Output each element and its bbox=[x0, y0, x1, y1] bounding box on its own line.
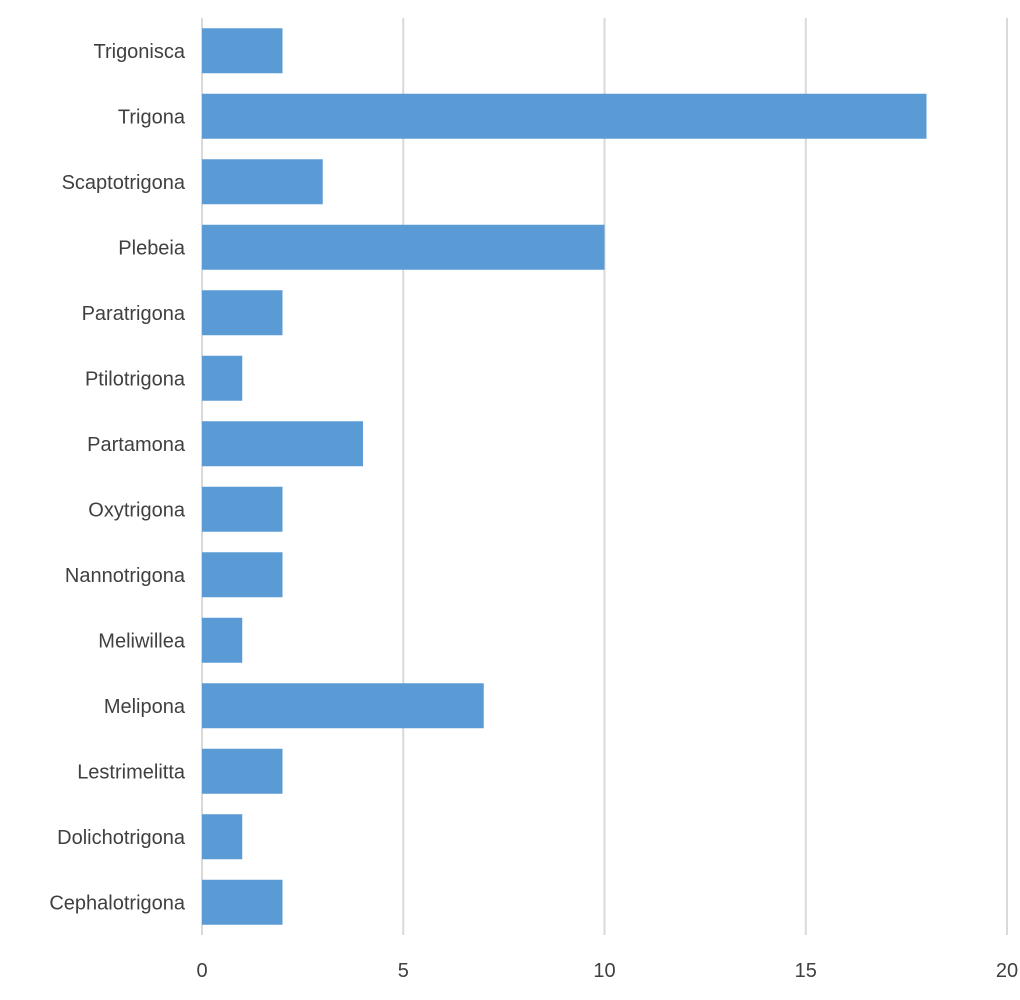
x-tick-label: 15 bbox=[795, 960, 817, 982]
category-label: Nannotrigona bbox=[65, 565, 186, 587]
x-tick-label: 0 bbox=[196, 960, 207, 982]
bar-partamona bbox=[202, 421, 363, 467]
bar-oxytrigona bbox=[202, 486, 283, 532]
category-label: Ptilotrigona bbox=[85, 368, 186, 390]
bar-trigona bbox=[202, 93, 927, 139]
category-label: Meliwillea bbox=[98, 630, 186, 652]
x-tick-label: 5 bbox=[398, 960, 409, 982]
category-label: Dolichotrigona bbox=[57, 827, 186, 849]
category-label: Paratrigona bbox=[82, 303, 186, 325]
bar-plebeia bbox=[202, 224, 605, 270]
bar-cephalotrigona bbox=[202, 879, 283, 925]
x-tick-label: 20 bbox=[996, 960, 1018, 982]
bar-paratrigona bbox=[202, 290, 283, 336]
bar-lestrimelitta bbox=[202, 748, 283, 794]
bar-trigonisca bbox=[202, 28, 283, 74]
category-label: Plebeia bbox=[118, 237, 186, 259]
category-label: Cephalotrigona bbox=[49, 892, 186, 914]
category-labels: Trigonisca Trigona Scaptotrigona Plebeia Par… bbox=[49, 41, 186, 915]
bar-melipona bbox=[202, 683, 484, 729]
category-label: Trigona bbox=[118, 106, 186, 128]
category-label: Partamona bbox=[87, 434, 186, 456]
category-label: Scaptotrigona bbox=[62, 172, 186, 194]
bar-scaptotrigona bbox=[202, 159, 323, 205]
x-tick-label: 10 bbox=[593, 960, 615, 982]
bar-dolichotrigona bbox=[202, 814, 243, 860]
bar-ptilotrigona bbox=[202, 355, 243, 401]
bar-meliwillea bbox=[202, 617, 243, 663]
category-label: Melipona bbox=[104, 696, 186, 718]
gridlines bbox=[201, 18, 1008, 935]
bars bbox=[202, 28, 927, 925]
category-label: Lestrimelitta bbox=[77, 761, 186, 783]
bar-nannotrigona bbox=[202, 552, 283, 598]
x-axis-tick-labels: 0 5 10 15 20 bbox=[196, 960, 1018, 982]
category-label: Oxytrigona bbox=[88, 499, 186, 521]
category-label: Trigonisca bbox=[93, 41, 185, 63]
